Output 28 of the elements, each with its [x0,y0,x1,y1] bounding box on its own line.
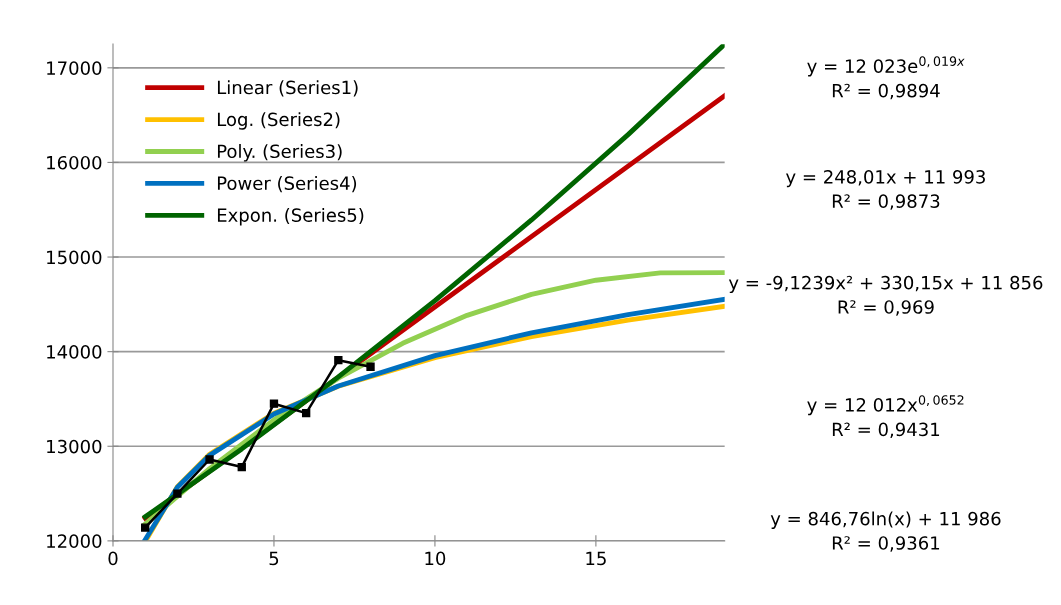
y-tick-label: 17000 [47,61,102,75]
point [205,455,214,464]
point [141,523,150,532]
x-tick-label: 10 [425,551,446,566]
legend-label: Log. (Series2) [217,112,340,130]
legend-label: Expon. (Series5) [217,207,364,226]
y-tick-label: 15000 [47,250,102,265]
x-tick-label: 0 [108,551,118,566]
legend-label: Power (Series4) [217,176,357,193]
point [237,462,246,472]
point [334,355,343,365]
text: y = 248,01x + 11 993 R² = 0,9873 [786,169,985,210]
y-tick-label: 16000 [47,155,102,170]
point [269,399,279,408]
y-tick-label: 14000 [47,345,102,359]
text: y = 12 012x$^{0,0652}$ R² = 0,9431 [807,395,964,439]
text: y = 846,76ln(x) + 11 986 R² = 0,9361 [770,511,1001,552]
y-tick-label: 13000 [47,439,102,454]
point [301,408,311,418]
x-tick-label: 15 [586,551,606,566]
legend-label: Linear (Series1) [217,80,358,97]
point [173,489,182,498]
text: y = 12 023e$^{0,019x}$ R² = 0,9894 [807,56,965,100]
y-tick-label: 12000 [47,534,102,548]
x-tick-label: 5 [269,551,279,566]
text: y = -9,1239x² + 330,15x + 11 856 R² = 0,969 [728,275,1043,316]
point [366,362,375,371]
legend-label: Poly. (Series3) [217,144,342,162]
